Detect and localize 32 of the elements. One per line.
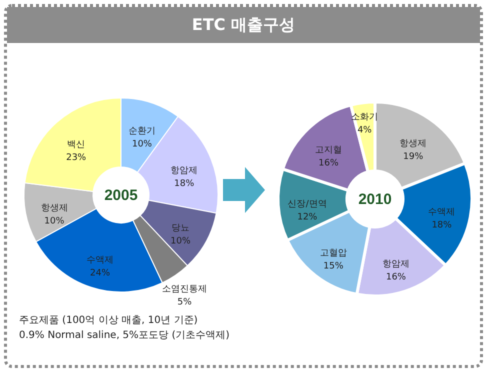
data-label: 10%: [132, 139, 152, 150]
data-label: 12%: [297, 212, 318, 222]
data-label: 5%: [177, 297, 192, 308]
data-label: 4%: [357, 126, 372, 136]
slice-label: 고혈압: [320, 248, 347, 259]
data-label: 16%: [318, 158, 339, 169]
text: 0.9% Normal saline, 5%포도당 (기초수액제): [19, 329, 230, 343]
text: 주요제품 (100억 이상 매출, 10년 기준): [19, 314, 199, 328]
slice-label: 수액제: [428, 208, 456, 218]
slice-label: 신장/면역: [288, 199, 327, 210]
slice-label: 당뇨: [172, 224, 190, 234]
data-label: 10%: [44, 216, 65, 227]
slice-label: 항암제: [382, 260, 410, 270]
data-label: 15%: [323, 262, 344, 272]
slice-label: 항생제: [40, 204, 68, 214]
slice-label: 소염진통제: [162, 284, 208, 294]
slice-label: 백신: [67, 140, 86, 150]
data-label: 10%: [170, 236, 191, 247]
data-label: 18%: [432, 220, 452, 231]
data-label: 16%: [386, 272, 406, 283]
slice-label: 항암제: [170, 166, 198, 176]
data-label: 24%: [90, 268, 110, 279]
slice-label: 항생제: [400, 138, 427, 149]
slice-label: 순환기: [128, 126, 156, 136]
text: 2010: [358, 191, 392, 208]
data-label: 23%: [66, 153, 87, 164]
slice-label: 수액제: [86, 256, 114, 266]
text: ETC 매출구성: [7, 7, 480, 43]
slice-label: 고지혈: [315, 146, 342, 156]
data-label: 18%: [174, 179, 195, 190]
text: 2005: [104, 187, 138, 204]
data-label: 19%: [403, 152, 424, 162]
